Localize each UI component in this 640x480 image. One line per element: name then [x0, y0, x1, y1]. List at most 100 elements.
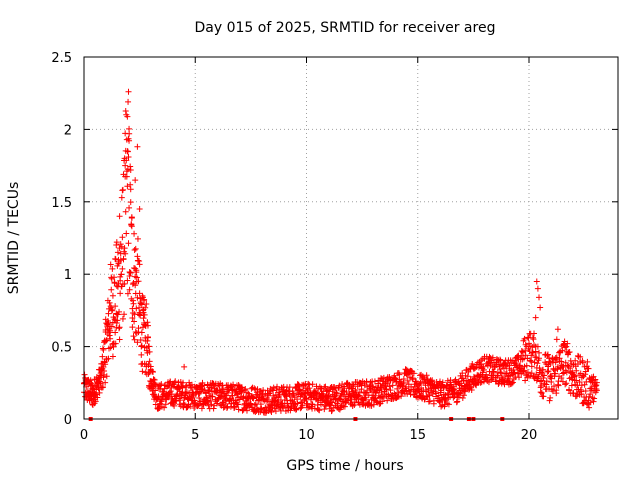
data-point	[555, 382, 562, 389]
data-point	[577, 353, 584, 360]
peak-point	[125, 88, 132, 95]
data-point	[363, 396, 370, 403]
data-point	[109, 265, 116, 272]
data-point	[480, 363, 487, 370]
y-axis-label: SRMTID / TECUs	[6, 182, 22, 295]
data-point	[129, 315, 136, 322]
data-point	[172, 378, 179, 385]
data-point	[363, 378, 370, 385]
data-point	[521, 335, 528, 342]
data-point	[134, 294, 141, 301]
data-point	[452, 377, 459, 384]
data-point	[570, 390, 577, 397]
data-point	[121, 245, 128, 252]
data-point	[210, 405, 217, 412]
data-point	[582, 371, 589, 378]
data-point	[400, 376, 407, 383]
data-point	[341, 403, 348, 410]
data-point	[362, 394, 369, 401]
data-point	[551, 383, 558, 390]
data-point	[592, 376, 599, 383]
data-point	[562, 381, 569, 388]
data-point	[109, 353, 116, 360]
data-point	[530, 336, 537, 343]
data-point	[121, 280, 128, 287]
data-point	[151, 391, 158, 398]
peak-point	[181, 363, 188, 370]
data-point	[117, 241, 124, 248]
data-point	[565, 349, 572, 356]
data-point	[119, 234, 126, 241]
data-point	[582, 368, 589, 375]
data-point	[578, 391, 585, 398]
data-point	[134, 257, 141, 264]
data-point	[225, 389, 232, 396]
x-tick-label: 0	[80, 428, 88, 443]
data-point	[109, 292, 116, 299]
data-point	[149, 368, 156, 375]
data-point	[351, 402, 358, 408]
data-point	[347, 399, 354, 406]
data-point	[437, 378, 443, 385]
data-point	[494, 372, 501, 379]
peak-point	[134, 143, 141, 150]
data-point	[576, 379, 583, 386]
data-point	[286, 384, 293, 391]
data-point	[196, 395, 203, 402]
data-point	[92, 398, 99, 405]
data-point	[134, 253, 141, 260]
data-point	[127, 199, 134, 206]
data-point	[124, 148, 131, 155]
data-point	[410, 370, 417, 377]
data-point	[354, 393, 361, 400]
data-point	[116, 336, 123, 343]
data-point	[327, 395, 334, 402]
data-point	[309, 401, 316, 408]
data-point	[571, 372, 578, 379]
data-point	[108, 307, 115, 314]
data-point	[105, 355, 112, 362]
data-point	[528, 358, 535, 365]
data-point	[522, 377, 529, 384]
data-point	[111, 274, 118, 281]
data-point	[430, 397, 437, 404]
data-point	[201, 382, 208, 389]
data-point	[146, 358, 153, 365]
data-point	[125, 240, 132, 247]
data-point	[529, 349, 536, 356]
data-point	[541, 372, 548, 379]
data-point	[229, 392, 236, 399]
data-point	[249, 395, 256, 402]
data-point	[480, 366, 487, 373]
data-point	[137, 312, 144, 319]
data-point	[567, 365, 574, 372]
data-point	[386, 383, 393, 390]
data-point	[257, 408, 264, 415]
data-point	[107, 327, 114, 334]
data-point	[127, 181, 134, 188]
data-point	[223, 405, 230, 412]
data-point	[108, 286, 115, 293]
data-point	[535, 373, 542, 380]
data-point	[460, 392, 467, 399]
data-point	[506, 362, 513, 369]
data-point	[132, 282, 139, 289]
data-point	[236, 396, 243, 403]
data-point	[526, 340, 532, 347]
data-point	[128, 215, 135, 222]
data-point	[547, 394, 554, 401]
data-point	[380, 374, 387, 381]
data-point	[417, 380, 424, 387]
data-point	[116, 324, 123, 331]
data-point	[122, 250, 129, 257]
data-point	[119, 265, 126, 272]
data-point	[559, 370, 566, 377]
data-point	[238, 384, 245, 391]
data-point	[167, 388, 174, 395]
data-point	[144, 334, 151, 341]
data-point	[572, 357, 579, 364]
data-point	[315, 406, 322, 413]
data-point	[426, 392, 433, 399]
data-point	[544, 368, 551, 375]
